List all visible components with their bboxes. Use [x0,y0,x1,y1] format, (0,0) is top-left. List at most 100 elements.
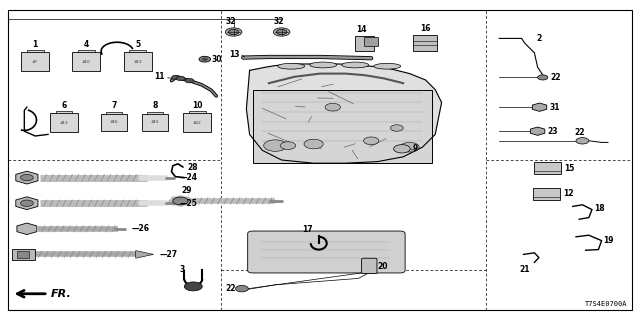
Text: 3: 3 [179,265,184,274]
FancyBboxPatch shape [533,188,560,200]
Text: 22: 22 [574,128,584,137]
FancyBboxPatch shape [129,50,146,52]
FancyBboxPatch shape [248,231,405,273]
Text: 31: 31 [549,103,559,112]
FancyBboxPatch shape [106,112,122,114]
FancyBboxPatch shape [534,162,561,174]
Circle shape [173,197,188,205]
FancyBboxPatch shape [101,114,127,131]
Circle shape [538,75,548,80]
FancyBboxPatch shape [355,36,374,51]
Text: #16: #16 [109,121,118,124]
Circle shape [280,142,296,149]
Circle shape [264,140,287,151]
Polygon shape [136,251,154,258]
Text: 21: 21 [520,265,530,274]
Text: #15: #15 [150,121,159,124]
Text: 22: 22 [225,284,236,293]
Circle shape [185,78,194,83]
Ellipse shape [171,196,181,202]
Text: 23: 23 [547,127,557,136]
Text: 13: 13 [230,50,240,59]
FancyBboxPatch shape [56,111,72,113]
Polygon shape [246,64,442,163]
Circle shape [325,103,340,111]
Circle shape [228,29,239,35]
Circle shape [172,75,180,80]
Text: 22: 22 [550,73,561,82]
Circle shape [202,58,208,61]
Ellipse shape [181,199,193,203]
FancyBboxPatch shape [189,111,205,113]
Text: —24: —24 [179,173,197,182]
Text: 19: 19 [603,236,613,245]
Text: 1: 1 [33,40,38,49]
Text: 9: 9 [413,144,418,153]
Circle shape [273,28,290,36]
Text: 10: 10 [192,100,202,109]
FancyBboxPatch shape [21,52,49,71]
Ellipse shape [176,201,185,207]
Text: 14: 14 [356,25,367,34]
Text: #7: #7 [32,60,38,64]
Ellipse shape [374,63,401,69]
Text: FR.: FR. [51,289,72,299]
Ellipse shape [176,195,185,201]
Circle shape [225,28,242,36]
FancyBboxPatch shape [27,50,44,52]
Circle shape [364,137,379,145]
Circle shape [199,56,211,62]
Text: 4: 4 [84,40,89,49]
Text: 30: 30 [211,55,221,64]
FancyBboxPatch shape [142,114,168,131]
Text: #13: #13 [133,60,142,64]
Text: #22: #22 [193,121,202,124]
Text: 15: 15 [564,164,575,173]
FancyBboxPatch shape [413,35,437,51]
Text: —27: —27 [160,250,178,259]
Circle shape [576,138,589,144]
Text: 8: 8 [152,101,157,110]
FancyBboxPatch shape [362,258,377,274]
Circle shape [176,76,185,81]
FancyBboxPatch shape [183,113,211,132]
Bar [12,249,35,260]
Ellipse shape [180,196,190,202]
Text: 7: 7 [111,101,116,110]
Ellipse shape [171,200,181,205]
Text: —26: —26 [131,224,149,233]
Text: T7S4E0700A: T7S4E0700A [585,300,627,307]
Ellipse shape [168,199,180,203]
Text: 20: 20 [378,262,388,271]
FancyBboxPatch shape [72,52,100,71]
Ellipse shape [310,62,337,68]
Text: 28: 28 [187,163,198,172]
Circle shape [20,174,33,181]
Ellipse shape [180,200,190,205]
Text: —25: —25 [179,199,197,208]
FancyBboxPatch shape [147,112,163,114]
Text: 18: 18 [594,204,605,213]
Text: #10: #10 [82,60,91,64]
Ellipse shape [342,62,369,68]
Text: 32: 32 [225,17,236,26]
Circle shape [236,285,248,292]
Text: 5: 5 [135,40,140,49]
Text: 29: 29 [182,186,192,195]
FancyBboxPatch shape [364,37,378,46]
FancyBboxPatch shape [50,113,78,132]
Ellipse shape [278,63,305,69]
FancyBboxPatch shape [124,52,152,71]
Circle shape [184,282,202,291]
Circle shape [390,125,403,131]
Text: 2: 2 [536,34,541,43]
Text: 32: 32 [273,17,284,26]
Text: 17: 17 [302,225,312,234]
Text: 11: 11 [155,72,165,81]
Circle shape [400,142,419,152]
FancyBboxPatch shape [253,90,432,163]
Circle shape [304,139,323,149]
Circle shape [394,145,410,153]
Text: 16: 16 [420,24,430,33]
FancyBboxPatch shape [78,50,95,52]
